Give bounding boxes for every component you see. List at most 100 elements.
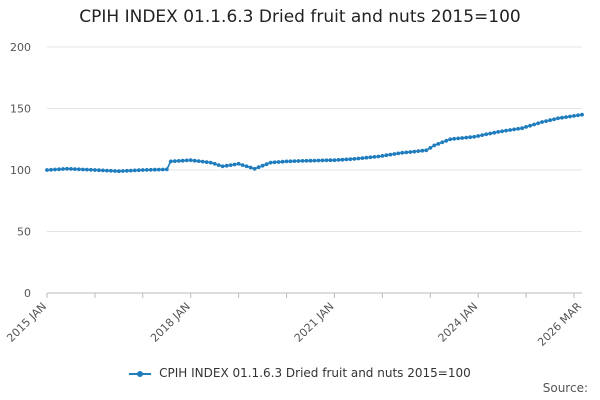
data-point[interactable] <box>392 152 397 156</box>
data-point[interactable] <box>464 135 469 140</box>
data-point[interactable] <box>45 168 49 172</box>
data-point[interactable] <box>77 167 81 172</box>
data-point[interactable] <box>528 123 532 128</box>
data-point[interactable] <box>125 168 129 173</box>
data-point[interactable] <box>408 150 413 154</box>
data-point[interactable] <box>61 167 65 171</box>
data-point[interactable] <box>113 169 117 173</box>
data-point[interactable] <box>69 167 73 171</box>
data-point[interactable] <box>344 157 349 162</box>
data-point[interactable] <box>488 131 493 136</box>
data-point[interactable] <box>81 167 85 172</box>
data-point[interactable] <box>348 157 353 162</box>
data-point[interactable] <box>168 159 173 164</box>
data-point[interactable] <box>324 158 329 163</box>
data-point[interactable] <box>368 155 373 160</box>
legend[interactable]: CPIH INDEX 01.1.6.3 Dried fruit and nuts… <box>0 366 600 380</box>
data-point[interactable] <box>288 159 293 164</box>
data-point[interactable] <box>152 167 157 172</box>
data-point[interactable] <box>556 116 560 121</box>
data-point[interactable] <box>272 160 277 165</box>
data-point[interactable] <box>73 167 77 172</box>
data-point[interactable] <box>396 151 401 156</box>
data-point[interactable] <box>572 114 576 118</box>
data-point[interactable] <box>508 128 512 132</box>
data-point[interactable] <box>192 158 197 163</box>
data-point[interactable] <box>480 133 485 138</box>
data-point[interactable] <box>500 129 504 134</box>
data-point[interactable] <box>252 166 257 171</box>
data-point[interactable] <box>484 132 489 137</box>
data-point[interactable] <box>544 119 548 123</box>
data-point[interactable] <box>580 112 584 117</box>
data-point[interactable] <box>404 150 409 155</box>
data-point[interactable] <box>224 163 229 168</box>
data-point[interactable] <box>53 167 57 172</box>
data-point[interactable] <box>204 160 209 165</box>
data-point[interactable] <box>388 152 393 157</box>
data-point[interactable] <box>148 167 153 172</box>
data-point[interactable] <box>248 165 253 170</box>
data-point[interactable] <box>216 163 221 168</box>
data-point[interactable] <box>532 122 536 127</box>
data-point[interactable] <box>332 158 337 163</box>
data-point[interactable] <box>105 168 109 173</box>
data-point[interactable] <box>308 158 313 163</box>
data-point[interactable] <box>49 167 53 172</box>
data-point[interactable] <box>240 163 245 168</box>
data-point[interactable] <box>284 159 289 164</box>
data-point[interactable] <box>264 162 269 167</box>
data-point[interactable] <box>268 160 273 165</box>
data-point[interactable] <box>160 167 165 172</box>
data-point[interactable] <box>320 158 325 163</box>
data-point[interactable] <box>85 167 89 172</box>
data-point[interactable] <box>512 127 516 132</box>
data-point[interactable] <box>568 114 572 119</box>
data-point[interactable] <box>340 157 345 162</box>
data-point[interactable] <box>208 160 213 165</box>
data-point[interactable] <box>136 168 141 173</box>
data-point[interactable] <box>176 159 181 163</box>
data-point[interactable] <box>312 158 317 163</box>
data-point[interactable] <box>97 168 101 173</box>
data-point[interactable] <box>220 164 225 169</box>
data-point[interactable] <box>316 158 321 163</box>
data-point[interactable] <box>144 168 149 172</box>
data-point[interactable] <box>184 158 189 163</box>
data-point[interactable] <box>384 153 389 158</box>
data-point[interactable] <box>336 158 341 162</box>
data-point[interactable] <box>376 154 381 159</box>
data-point[interactable] <box>520 126 524 131</box>
data-point[interactable] <box>132 168 137 173</box>
data-point[interactable] <box>164 167 169 172</box>
data-point[interactable] <box>180 158 185 163</box>
data-point[interactable] <box>440 140 445 145</box>
data-point[interactable] <box>260 163 265 168</box>
data-point[interactable] <box>200 159 205 164</box>
data-point[interactable] <box>428 146 433 150</box>
data-point[interactable] <box>552 117 556 122</box>
data-point[interactable] <box>468 135 473 140</box>
data-point[interactable] <box>416 149 421 154</box>
data-point[interactable] <box>228 163 233 168</box>
data-point[interactable] <box>101 168 105 173</box>
data-point[interactable] <box>536 121 540 126</box>
data-point[interactable] <box>476 134 481 138</box>
data-point[interactable] <box>236 161 241 166</box>
data-point[interactable] <box>244 164 249 169</box>
data-point[interactable] <box>93 168 97 172</box>
data-point[interactable] <box>140 168 145 172</box>
data-point[interactable] <box>156 167 161 172</box>
data-point[interactable] <box>276 160 281 164</box>
data-point[interactable] <box>121 169 125 173</box>
data-point[interactable] <box>356 156 361 161</box>
data-point[interactable] <box>492 130 497 135</box>
data-point[interactable] <box>65 166 69 171</box>
data-point[interactable] <box>212 161 217 166</box>
data-point[interactable] <box>576 113 580 118</box>
data-point[interactable] <box>57 167 61 172</box>
data-point[interactable] <box>504 128 508 133</box>
data-point[interactable] <box>89 167 93 172</box>
data-point[interactable] <box>400 150 405 155</box>
data-point[interactable] <box>472 134 477 139</box>
